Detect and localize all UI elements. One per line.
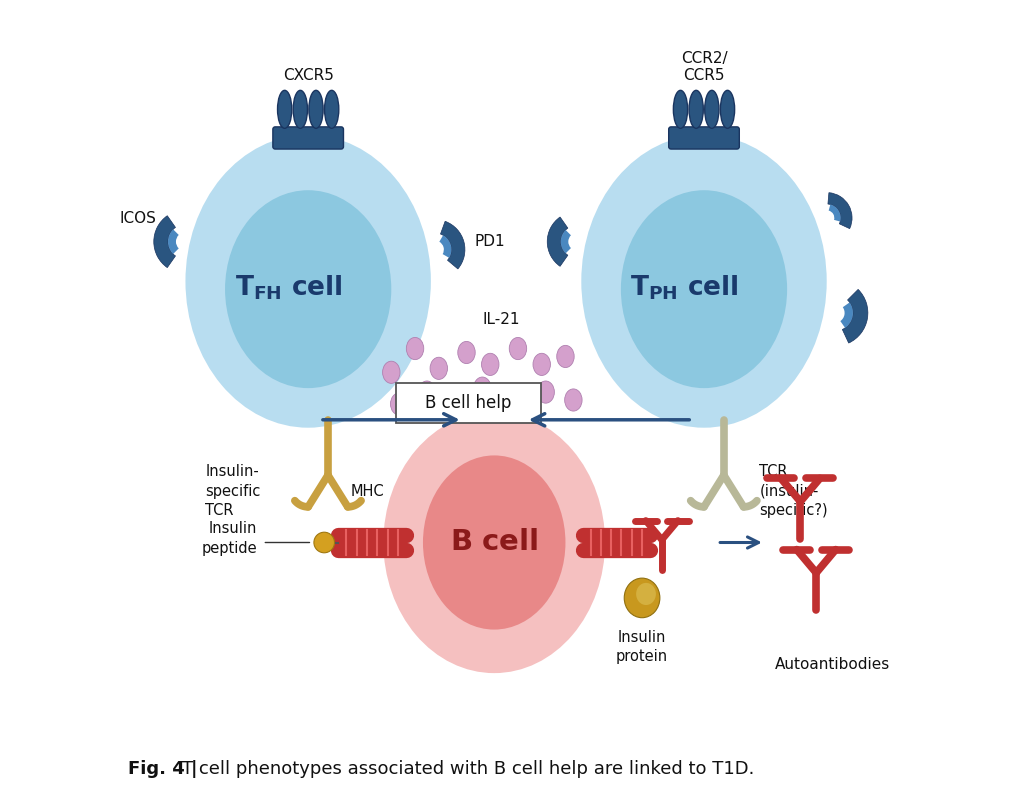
- Ellipse shape: [533, 354, 550, 375]
- Wedge shape: [168, 230, 179, 254]
- Ellipse shape: [382, 362, 400, 383]
- Ellipse shape: [293, 90, 307, 128]
- Ellipse shape: [278, 90, 292, 128]
- Wedge shape: [440, 222, 465, 269]
- Ellipse shape: [506, 389, 522, 411]
- Text: Insulin
peptide: Insulin peptide: [201, 521, 257, 556]
- Ellipse shape: [673, 90, 688, 128]
- Ellipse shape: [474, 377, 491, 399]
- Text: B cell help: B cell help: [426, 394, 512, 412]
- FancyBboxPatch shape: [272, 127, 343, 149]
- Ellipse shape: [308, 90, 323, 128]
- Text: CXCR5: CXCR5: [283, 68, 334, 83]
- Ellipse shape: [481, 354, 499, 375]
- Wedge shape: [842, 290, 868, 343]
- Ellipse shape: [383, 412, 605, 673]
- Wedge shape: [547, 217, 567, 266]
- Text: PD1: PD1: [474, 234, 505, 249]
- Text: Insulin
protein: Insulin protein: [616, 630, 668, 664]
- Ellipse shape: [705, 90, 719, 128]
- Ellipse shape: [721, 90, 735, 128]
- Text: $\mathbf{T_{FH}}$ cell: $\mathbf{T_{FH}}$ cell: [234, 274, 342, 302]
- Text: ICOS: ICOS: [119, 211, 156, 226]
- Ellipse shape: [621, 190, 787, 388]
- Ellipse shape: [581, 134, 827, 428]
- Text: MHC: MHC: [351, 484, 384, 499]
- Text: TCR
(insulin-
specific?): TCR (insulin- specific?): [760, 464, 828, 518]
- Text: $\mathbf{T_{PH}}$ cell: $\mathbf{T_{PH}}$ cell: [630, 274, 738, 302]
- Ellipse shape: [509, 338, 526, 360]
- Ellipse shape: [185, 134, 431, 428]
- Text: T cell phenotypes associated with B cell help are linked to T1D.: T cell phenotypes associated with B cell…: [182, 761, 754, 778]
- Ellipse shape: [418, 381, 436, 403]
- Ellipse shape: [564, 389, 582, 411]
- FancyBboxPatch shape: [668, 127, 739, 149]
- Text: IL-21: IL-21: [482, 312, 520, 327]
- FancyBboxPatch shape: [396, 383, 541, 423]
- Text: Fig. 4 |: Fig. 4 |: [127, 761, 204, 778]
- Text: $\mathbf{B\ cell}$: $\mathbf{B\ cell}$: [450, 529, 539, 557]
- Ellipse shape: [225, 190, 392, 388]
- Text: Autoantibodies: Autoantibodies: [774, 658, 889, 672]
- Wedge shape: [829, 205, 841, 222]
- Ellipse shape: [457, 342, 475, 363]
- Text: Insulin-
specific
TCR: Insulin- specific TCR: [206, 464, 261, 518]
- Ellipse shape: [406, 338, 424, 360]
- Wedge shape: [561, 230, 571, 254]
- Text: CCR2/
CCR5: CCR2/ CCR5: [681, 51, 728, 83]
- Ellipse shape: [624, 578, 660, 618]
- Ellipse shape: [430, 358, 447, 379]
- Wedge shape: [439, 235, 451, 258]
- Ellipse shape: [325, 90, 339, 128]
- Ellipse shape: [557, 346, 575, 367]
- Wedge shape: [828, 193, 852, 229]
- Ellipse shape: [391, 393, 408, 415]
- Wedge shape: [840, 302, 853, 328]
- Circle shape: [314, 532, 334, 553]
- Ellipse shape: [537, 381, 554, 403]
- Wedge shape: [154, 216, 176, 268]
- Ellipse shape: [689, 90, 703, 128]
- Ellipse shape: [423, 455, 565, 630]
- Ellipse shape: [446, 389, 464, 411]
- Ellipse shape: [636, 583, 656, 605]
